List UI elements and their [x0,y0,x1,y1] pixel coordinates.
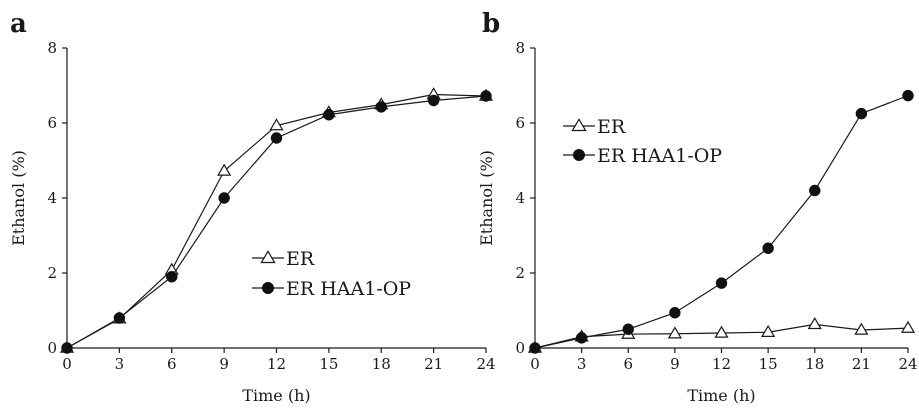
legend-marker-circle [262,282,274,294]
data-point-circle [809,184,821,197]
x-tick-label: 18 [372,355,391,373]
y-axis-title: Ethanol (%) [9,150,28,246]
series-er [527,317,916,353]
legend-label: ER [286,248,315,270]
legend: ER ER HAA1-OP [563,116,722,167]
y-tick-label: 2 [515,264,525,282]
data-point-circle [622,323,634,335]
x-tick-label: 18 [805,355,824,373]
x-tick-label: 9 [219,355,229,373]
data-point-circle [61,342,73,354]
data-point-circle [427,94,440,107]
data-point-circle [762,242,774,254]
data-point-triangle [807,317,822,330]
data-point-circle [218,192,230,204]
data-point-circle [669,307,681,319]
data-point-triangle [714,325,729,338]
data-point-circle [480,90,492,102]
data-point-triangle [269,118,284,131]
data-point-circle [575,332,588,344]
y-tick-label: 6 [515,114,525,132]
x-tick-label: 21 [852,355,871,373]
y-tick-label: 8 [47,39,57,57]
series-er-haa1-op [61,90,492,354]
data-point-circle [855,107,868,120]
data-point-triangle [761,324,776,338]
data-point-circle [166,271,178,283]
x-tick-label: 9 [670,355,680,373]
x-tick-label: 0 [62,355,72,373]
y-tick-label: 6 [47,114,57,132]
legend-label: ER HAA1-OP [286,278,411,300]
legend-label: ER [597,116,626,138]
data-point-triangle [900,320,916,333]
y-tick-label: 8 [515,39,525,57]
series-line [534,95,909,349]
y-tick-label: 0 [515,339,525,357]
x-tick-label: 24 [476,355,495,373]
y-tick-label: 2 [47,264,57,282]
x-tick-label: 24 [898,355,917,373]
series-er-haa1-op [529,89,914,354]
x-tick-label: 3 [115,355,125,373]
data-point-circle [113,312,126,324]
data-point-triangle [854,322,869,335]
legend: ER ER HAA1-OP [252,248,411,300]
x-axis-title: Time (h) [687,386,755,404]
data-point-circle [270,132,283,144]
panel-label: b [482,9,500,39]
legend-marker-triangle [571,118,587,132]
x-axis-title: Time (h) [242,386,310,404]
x-tick-label: 6 [167,355,177,373]
data-point-circle [529,342,541,354]
x-tick-label: 12 [267,355,286,373]
x-tick-label: 21 [424,355,443,373]
x-tick-label: 6 [623,355,633,373]
x-tick-label: 15 [319,355,338,373]
data-point-circle [375,101,387,113]
x-tick-label: 15 [759,355,778,373]
x-tick-label: 0 [530,355,540,373]
x-tick-label: 12 [712,355,731,373]
data-point-triangle [667,326,682,339]
panel-label: a [10,9,27,39]
legend-marker-triangle [260,250,276,264]
y-tick-label: 0 [47,339,57,357]
y-axis-title: Ethanol (%) [477,150,496,246]
data-point-triangle [217,163,232,176]
data-point-circle [902,89,914,102]
x-tick-label: 3 [577,355,587,373]
y-tick-label: 4 [515,189,525,207]
legend-label: ER HAA1-OP [597,145,722,167]
data-point-circle [323,109,335,121]
legend-marker-circle [573,149,585,161]
y-tick-label: 4 [47,189,57,207]
data-point-circle [715,277,728,289]
